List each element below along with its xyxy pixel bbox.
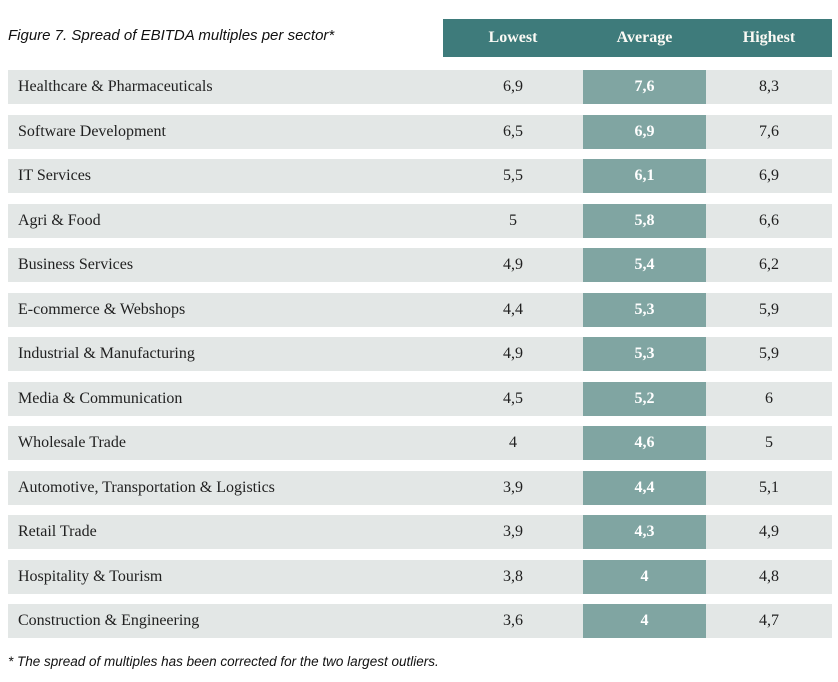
average-value-cell: 4 bbox=[583, 604, 706, 638]
average-value-cell: 4,3 bbox=[583, 515, 706, 549]
table-row: Software Development 6,5 6,9 7,6 bbox=[8, 114, 832, 149]
sector-name-cell: Wholesale Trade bbox=[18, 434, 126, 451]
figure-title: Figure 7. Spread of EBITDA multiples per… bbox=[8, 27, 335, 44]
average-value-cell: 5,8 bbox=[583, 203, 706, 238]
highest-value-cell: 6,6 bbox=[759, 211, 779, 229]
highest-value-cell: 5,1 bbox=[759, 478, 779, 496]
lowest-value-cell: 4,4 bbox=[503, 300, 523, 318]
table-row: Media & Communication 4,5 5,2 6 bbox=[8, 381, 832, 416]
table-row: Business Services 4,9 5,4 6,2 bbox=[8, 248, 832, 282]
highest-value-cell: 5 bbox=[765, 434, 773, 451]
table-row: Agri & Food 5 5,8 6,6 bbox=[8, 203, 832, 238]
average-value-cell: 5,3 bbox=[583, 292, 706, 327]
sector-name-cell: Hospitality & Tourism bbox=[18, 567, 163, 585]
highest-value-cell: 7,6 bbox=[759, 122, 779, 140]
lowest-value-cell: 3,9 bbox=[503, 523, 523, 540]
sector-name-cell: Construction & Engineering bbox=[18, 612, 200, 629]
average-value-cell: 6,9 bbox=[583, 114, 706, 149]
lowest-value-cell: 3,8 bbox=[503, 567, 523, 585]
sector-name-cell: Software Development bbox=[18, 122, 166, 140]
highest-value-cell: 4,7 bbox=[759, 612, 779, 629]
highest-value-cell: 5,9 bbox=[759, 345, 779, 362]
average-value-cell: 5,3 bbox=[583, 337, 706, 371]
sector-name-cell: Media & Communication bbox=[18, 389, 183, 407]
lowest-value-cell: 5 bbox=[509, 211, 517, 229]
column-header-average: Average bbox=[616, 29, 673, 46]
highest-value-cell: 6,9 bbox=[759, 167, 779, 184]
table-row: Automotive, Transportation & Logistics 3… bbox=[8, 470, 832, 505]
highest-value-cell: 5,9 bbox=[759, 300, 779, 318]
highest-value-cell: 6 bbox=[765, 389, 773, 407]
average-value-cell: 7,6 bbox=[583, 70, 706, 104]
table-row: Hospitality & Tourism 3,8 4 4,8 bbox=[8, 559, 832, 594]
average-value-cell: 5,4 bbox=[583, 248, 706, 282]
lowest-value-cell: 6,5 bbox=[503, 122, 523, 140]
sector-name-cell: Retail Trade bbox=[18, 523, 97, 540]
column-header-lowest: Lowest bbox=[488, 29, 538, 46]
sector-name-cell: Industrial & Manufacturing bbox=[18, 345, 195, 362]
sector-name-cell: E-commerce & Webshops bbox=[18, 300, 186, 318]
sector-name-cell: Healthcare & Pharmaceuticals bbox=[18, 78, 213, 95]
highest-value-cell: 6,2 bbox=[759, 256, 779, 273]
sector-name-cell: Agri & Food bbox=[18, 211, 101, 229]
highest-value-cell: 8,3 bbox=[759, 78, 779, 95]
table-row: Construction & Engineering 3,6 4 4,7 bbox=[8, 604, 832, 638]
figure-footnote: * The spread of multiples has been corre… bbox=[8, 654, 439, 669]
table-body: Healthcare & Pharmaceuticals 6,9 7,6 8,3… bbox=[8, 70, 832, 649]
average-value-cell: 4,4 bbox=[583, 470, 706, 505]
column-header-highest: Highest bbox=[742, 29, 796, 46]
lowest-value-cell: 6,9 bbox=[503, 78, 523, 95]
table-row: Wholesale Trade 4 4,6 5 bbox=[8, 426, 832, 460]
lowest-value-cell: 5,5 bbox=[503, 167, 523, 184]
average-value-cell: 5,2 bbox=[583, 381, 706, 416]
sector-name-cell: IT Services bbox=[18, 167, 92, 184]
lowest-value-cell: 4 bbox=[509, 434, 517, 451]
average-value-cell: 6,1 bbox=[583, 159, 706, 193]
table-header: Lowest Average Highest bbox=[443, 19, 832, 57]
table-row: Healthcare & Pharmaceuticals 6,9 7,6 8,3 bbox=[8, 70, 832, 104]
lowest-value-cell: 4,5 bbox=[503, 389, 523, 407]
table-row: Industrial & Manufacturing 4,9 5,3 5,9 bbox=[8, 337, 832, 371]
highest-value-cell: 4,8 bbox=[759, 567, 779, 585]
table-row: E-commerce & Webshops 4,4 5,3 5,9 bbox=[8, 292, 832, 327]
average-value-cell: 4 bbox=[583, 559, 706, 594]
sector-name-cell: Business Services bbox=[18, 256, 134, 273]
lowest-value-cell: 4,9 bbox=[503, 256, 523, 273]
lowest-value-cell: 4,9 bbox=[503, 345, 523, 362]
table-row: Retail Trade 3,9 4,3 4,9 bbox=[8, 515, 832, 549]
table-row: IT Services 5,5 6,1 6,9 bbox=[8, 159, 832, 193]
lowest-value-cell: 3,6 bbox=[503, 612, 523, 629]
highest-value-cell: 4,9 bbox=[759, 523, 779, 540]
average-value-cell: 4,6 bbox=[583, 426, 706, 460]
sector-name-cell: Automotive, Transportation & Logistics bbox=[18, 478, 275, 496]
lowest-value-cell: 3,9 bbox=[503, 478, 523, 496]
